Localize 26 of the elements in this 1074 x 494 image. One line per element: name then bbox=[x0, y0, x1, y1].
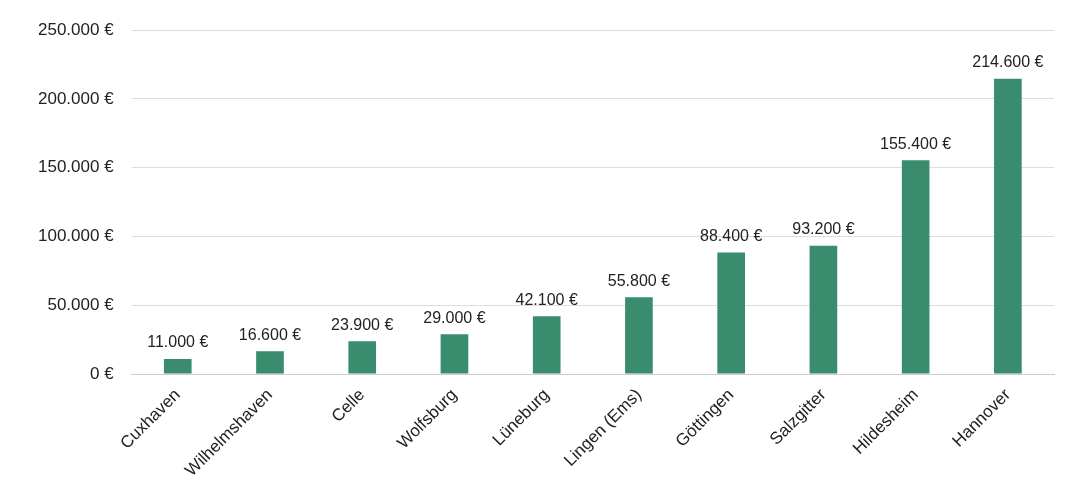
y-tick-label: 100.000 € bbox=[37, 226, 115, 246]
data-label: 42.100 € bbox=[515, 290, 578, 308]
bar bbox=[994, 78, 1022, 374]
data-label: 55.800 € bbox=[607, 271, 671, 289]
y-tick-label: 200.000 € bbox=[37, 88, 115, 108]
data-label: 29.000 € bbox=[423, 308, 486, 326]
data-label: 93.200 € bbox=[792, 220, 855, 238]
bar bbox=[532, 316, 561, 374]
data-label: 16.600 € bbox=[238, 325, 302, 343]
y-tick-label: 50.000 € bbox=[47, 294, 115, 314]
data-label: 88.400 € bbox=[700, 226, 763, 244]
bar bbox=[348, 341, 377, 374]
data-label: 11.000 € bbox=[147, 333, 209, 351]
bar bbox=[717, 252, 746, 374]
bar bbox=[256, 351, 284, 374]
y-tick-label: 150.000 € bbox=[37, 157, 115, 177]
bar bbox=[809, 245, 838, 374]
data-label: 155.400 € bbox=[880, 134, 952, 152]
data-label: 214.600 € bbox=[972, 53, 1044, 71]
y-tick-label: 0 € bbox=[89, 363, 115, 383]
bar bbox=[901, 160, 930, 374]
y-tick-label: 250.000 € bbox=[37, 19, 115, 39]
bar bbox=[440, 334, 469, 374]
bar bbox=[625, 297, 653, 374]
data-label: 23.900 € bbox=[331, 315, 394, 333]
bar bbox=[163, 358, 192, 374]
